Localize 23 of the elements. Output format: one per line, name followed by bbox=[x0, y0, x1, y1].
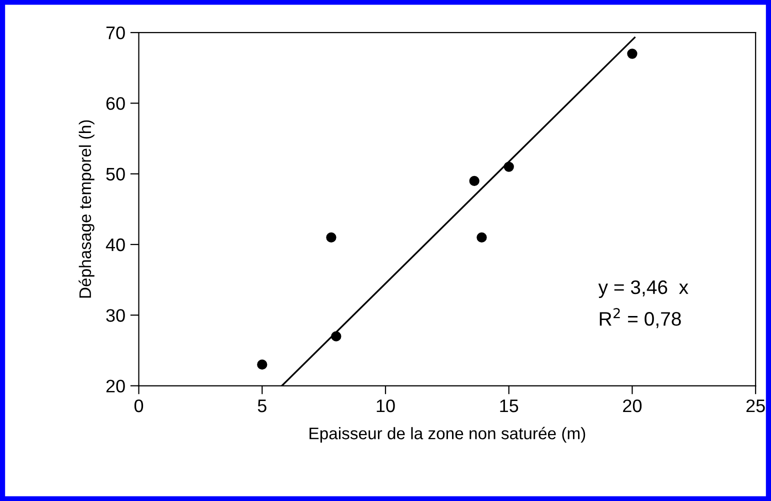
y-axis-title: Déphasage temporel (h) bbox=[78, 120, 94, 298]
y-tick-label: 40 bbox=[106, 238, 125, 252]
y-tick-label: 30 bbox=[106, 309, 125, 322]
point bbox=[504, 162, 514, 172]
x-axis-title: Epaisseur de la zone non saturée (m) bbox=[310, 426, 586, 443]
x-tick-label: 15 bbox=[500, 400, 518, 412]
x-tick-label: 25 bbox=[746, 399, 765, 412]
point bbox=[331, 331, 342, 342]
x-tick-label: 5 bbox=[258, 400, 266, 412]
x-tick-label: 20 bbox=[623, 399, 642, 412]
point bbox=[476, 232, 487, 243]
annotation: y = 3,46 x bbox=[598, 280, 688, 298]
y-tick-label: 50 bbox=[106, 168, 125, 181]
point bbox=[326, 232, 336, 243]
y-tick-label: 70 bbox=[106, 26, 125, 40]
y-tick-label: 20 bbox=[106, 380, 125, 392]
x-tick-label: 0 bbox=[134, 399, 144, 412]
y-tick-label: 60 bbox=[106, 97, 125, 110]
annotation: R$^{2}$ = 0,78 bbox=[600, 308, 681, 328]
x-tick-label: 10 bbox=[376, 399, 395, 412]
point bbox=[627, 48, 638, 59]
point bbox=[257, 359, 268, 370]
point bbox=[469, 176, 480, 186]
